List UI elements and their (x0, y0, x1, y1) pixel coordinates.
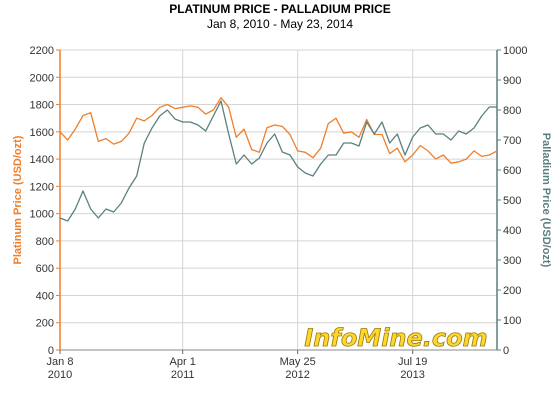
chart-title: PLATINUM PRICE - PALLADIUM PRICE (169, 2, 391, 16)
x-tick-label: Apr 1 (170, 356, 196, 368)
x-tick-label: May 25 (280, 356, 316, 368)
y-left-tick-label: 200 (36, 318, 54, 330)
y-right-tick-label: 900 (503, 75, 521, 87)
y-right-tick-label: 600 (503, 165, 521, 177)
x-tick-year: 2012 (285, 369, 309, 381)
y-right-axis-label: Palladium Price (USD/ozt) (540, 133, 552, 268)
y-right-tick-label: 1000 (503, 45, 527, 57)
y-left-tick-label: 400 (36, 290, 54, 302)
x-tick-label: Jan 8 (47, 356, 74, 368)
x-tick-year: 2011 (171, 369, 195, 381)
x-tick-year: 2010 (48, 369, 72, 381)
y-right-tick-label: 100 (503, 315, 521, 327)
y-right-tick-label: 400 (503, 225, 521, 237)
y-left-tick-label: 2200 (30, 45, 54, 57)
y-right-tick-label: 700 (503, 135, 521, 147)
y-left-tick-label: 600 (36, 263, 54, 275)
y-right-tick-label: 500 (503, 195, 521, 207)
y-left-tick-label: 1800 (30, 100, 54, 112)
series-line-platinum (59, 97, 498, 164)
y-left-tick-label: 2000 (30, 72, 54, 84)
y-left-tick-label: 0 (48, 345, 54, 357)
y-left-tick-label: 1600 (30, 127, 54, 139)
watermark-logo: InfoMine.com (304, 324, 487, 352)
chart-subtitle: Jan 8, 2010 - May 23, 2014 (206, 17, 354, 31)
y-left-tick-label: 800 (36, 236, 54, 248)
y-left-axis-label: Platinum Price (USD/ozt) (12, 135, 24, 264)
y-right-tick-label: 0 (503, 345, 509, 357)
y-right-tick-label: 300 (503, 255, 521, 267)
y-right-tick-label: 200 (503, 285, 521, 297)
y-left-tick-label: 1000 (30, 209, 54, 221)
x-tick-year: 2013 (400, 369, 424, 381)
y-right-tick-label: 800 (503, 105, 521, 117)
x-tick-label: Jul 19 (398, 356, 427, 368)
y-left-tick-label: 1400 (30, 154, 54, 166)
y-left-tick-label: 1200 (30, 181, 54, 193)
series-line-palladium (59, 100, 497, 222)
